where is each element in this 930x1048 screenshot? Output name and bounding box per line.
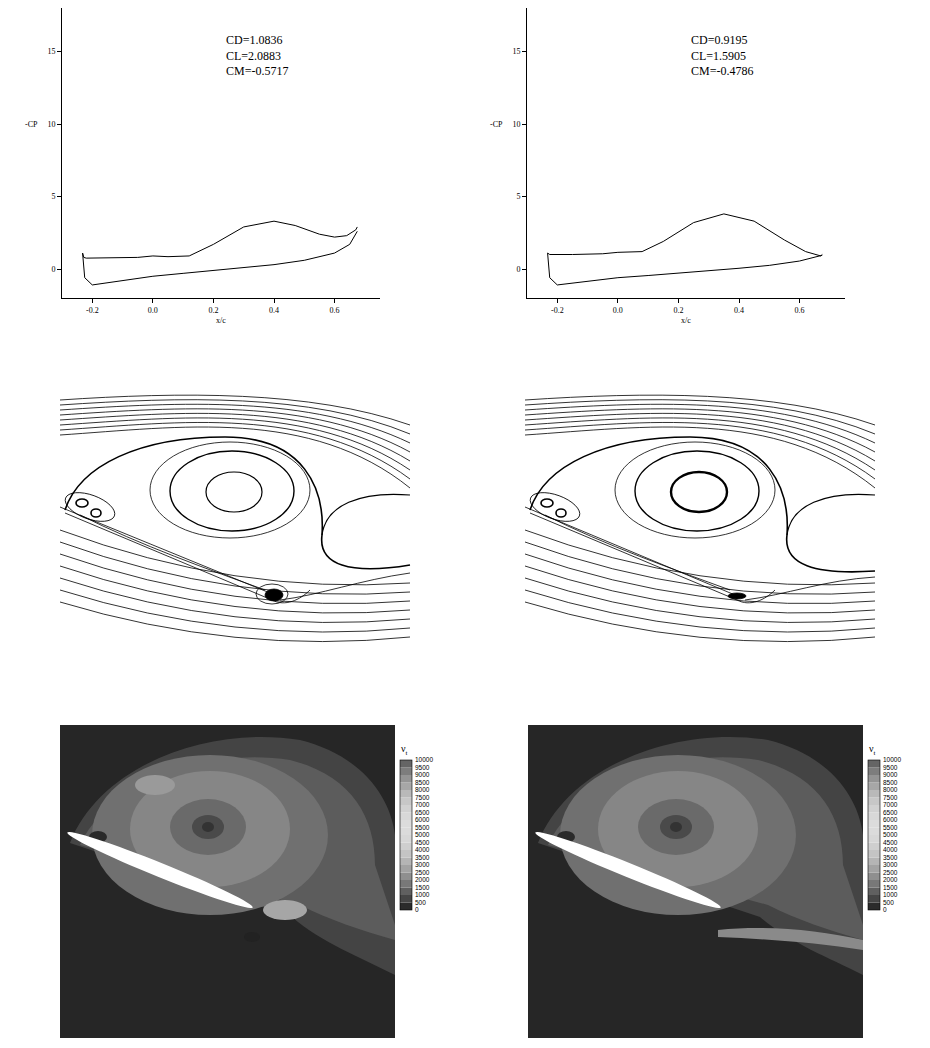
svg-text:6000: 6000: [415, 816, 430, 823]
svg-text:6500: 6500: [415, 809, 430, 816]
svg-text:8000: 8000: [883, 786, 898, 793]
svg-text:x/c: x/c: [681, 316, 691, 325]
svg-text:-CP: -CP: [490, 120, 503, 129]
svg-text:-CP: -CP: [25, 120, 38, 129]
svg-text:1000: 1000: [883, 891, 898, 898]
svg-text:7500: 7500: [883, 794, 898, 801]
svg-text:0.0: 0.0: [148, 306, 158, 315]
svg-text:500: 500: [883, 899, 894, 906]
svg-text:1500: 1500: [883, 884, 898, 891]
svg-text:8500: 8500: [415, 779, 430, 786]
svg-text:0.4: 0.4: [734, 306, 744, 315]
svg-text:-0.2: -0.2: [551, 306, 564, 315]
svg-text:2000: 2000: [883, 876, 898, 883]
svg-text:4500: 4500: [415, 839, 430, 846]
svg-text:CD=1.0836CL=2.0883CM=-0.5717: CD=1.0836CL=2.0883CM=-0.5717: [226, 33, 288, 78]
svg-text:3000: 3000: [883, 861, 898, 868]
svg-text:0.4: 0.4: [269, 306, 279, 315]
svg-text:1000: 1000: [415, 891, 430, 898]
svg-text:0.0: 0.0: [613, 306, 623, 315]
svg-text:2000: 2000: [415, 876, 430, 883]
svg-text:5000: 5000: [883, 831, 898, 838]
svg-text:0: 0: [51, 265, 55, 274]
svg-text:νt: νt: [869, 743, 876, 757]
svg-text:0: 0: [883, 906, 887, 913]
svg-text:3500: 3500: [883, 854, 898, 861]
svg-text:15: 15: [512, 47, 520, 56]
svg-text:9500: 9500: [883, 764, 898, 771]
svg-text:9000: 9000: [883, 771, 898, 778]
svg-text:νt: νt: [401, 743, 408, 757]
svg-text:7000: 7000: [883, 801, 898, 808]
svg-text:0.2: 0.2: [208, 306, 218, 315]
svg-text:0.2: 0.2: [673, 306, 683, 315]
svg-text:-0.2: -0.2: [86, 306, 99, 315]
svg-text:0.6: 0.6: [330, 306, 340, 315]
svg-text:5500: 5500: [883, 824, 898, 831]
svg-text:9000: 9000: [415, 771, 430, 778]
svg-text:5500: 5500: [415, 824, 430, 831]
svg-text:6500: 6500: [883, 809, 898, 816]
svg-text:3000: 3000: [415, 861, 430, 868]
svg-text:2500: 2500: [415, 869, 430, 876]
svg-text:5: 5: [516, 192, 520, 201]
svg-text:500: 500: [415, 899, 426, 906]
svg-text:0.6: 0.6: [795, 306, 805, 315]
svg-text:9500: 9500: [415, 764, 430, 771]
svg-text:10000: 10000: [883, 756, 901, 763]
svg-text:4000: 4000: [415, 846, 430, 853]
svg-text:4000: 4000: [883, 846, 898, 853]
svg-text:10: 10: [47, 120, 55, 129]
svg-text:0: 0: [516, 265, 520, 274]
svg-text:7500: 7500: [415, 794, 430, 801]
svg-text:10: 10: [512, 120, 520, 129]
svg-text:5: 5: [51, 192, 55, 201]
svg-text:8000: 8000: [415, 786, 430, 793]
svg-text:8500: 8500: [883, 779, 898, 786]
svg-text:2500: 2500: [883, 869, 898, 876]
svg-text:3500: 3500: [415, 854, 430, 861]
svg-text:6000: 6000: [883, 816, 898, 823]
svg-text:10000: 10000: [415, 756, 433, 763]
svg-text:7000: 7000: [415, 801, 430, 808]
svg-text:CD=0.9195CL=1.5905CM=-0.4786: CD=0.9195CL=1.5905CM=-0.4786: [691, 33, 753, 78]
svg-text:1500: 1500: [415, 884, 430, 891]
svg-text:0: 0: [415, 906, 419, 913]
svg-text:4500: 4500: [883, 839, 898, 846]
svg-text:15: 15: [47, 47, 55, 56]
svg-text:x/c: x/c: [216, 316, 226, 325]
svg-text:5000: 5000: [415, 831, 430, 838]
